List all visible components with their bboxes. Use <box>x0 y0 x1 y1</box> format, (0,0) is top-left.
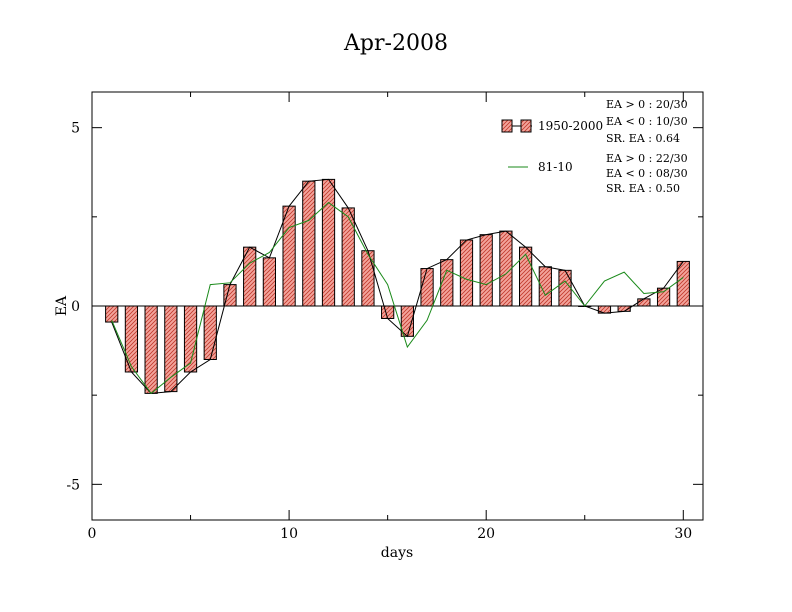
legend-line-label: 81-10 <box>538 160 573 174</box>
axis-ticks: 0 10 20 30 -5 0 5 <box>66 92 703 542</box>
line-81-10 <box>111 201 684 395</box>
stats-line: EA > 0 : 22/30 EA < 0 : 08/30 SR. EA : 0… <box>606 152 688 195</box>
x-tick-label: 0 <box>88 526 97 542</box>
bar <box>164 305 178 393</box>
legend-bar-label: 1950-2000 <box>538 119 603 133</box>
x-tick-label: 10 <box>280 526 298 542</box>
stats-line-sr: SR. EA : 0.50 <box>606 182 680 195</box>
bar <box>282 205 296 307</box>
bar <box>262 257 276 307</box>
bar <box>558 269 572 307</box>
bar <box>302 180 316 307</box>
stats-bar-positive: EA > 0 : 20/30 <box>606 98 688 111</box>
x-tick-label: 30 <box>674 526 692 542</box>
bar <box>321 178 336 307</box>
bar <box>637 298 651 307</box>
bar <box>341 207 355 307</box>
y-tick-label: -5 <box>66 477 80 493</box>
stats-line-positive: EA > 0 : 22/30 <box>606 152 688 165</box>
y-axis-label: EA <box>54 295 70 316</box>
bar-series <box>105 178 690 394</box>
line-series <box>111 201 684 395</box>
stats-line-negative: EA < 0 : 08/30 <box>606 167 688 180</box>
bar-top-line <box>111 178 684 394</box>
bar <box>144 305 158 394</box>
bar <box>440 259 454 307</box>
stats-bar-negative: EA < 0 : 10/30 <box>606 115 688 128</box>
bar <box>361 250 375 307</box>
y-tick-label: 5 <box>71 121 80 137</box>
x-tick-label: 20 <box>477 526 495 542</box>
legend-bar-swatch-left <box>501 119 513 133</box>
x-axis-label: days <box>381 545 413 561</box>
bar <box>203 305 217 360</box>
chart-title: Apr-2008 <box>343 31 448 56</box>
stats-bar: EA > 0 : 20/30 EA < 0 : 10/30 SR. EA : 0… <box>606 98 688 145</box>
bar <box>381 305 395 319</box>
legend-line-entry: 81-10 <box>508 160 573 174</box>
bar <box>499 230 513 307</box>
bar <box>459 239 474 307</box>
legend-bar-entry: 1950-2000 <box>501 119 603 133</box>
bar <box>519 246 533 307</box>
legend-bar-swatch-right <box>520 119 532 133</box>
legend: 1950-2000 81-10 EA > 0 : 20/30 EA < 0 : … <box>501 98 688 195</box>
bar-series-line <box>111 178 684 394</box>
bar <box>479 234 493 307</box>
stats-bar-sr: SR. EA : 0.64 <box>606 132 680 145</box>
bar <box>105 305 119 323</box>
bar <box>676 260 690 307</box>
y-tick-label: 0 <box>71 299 80 315</box>
bar <box>420 268 434 307</box>
